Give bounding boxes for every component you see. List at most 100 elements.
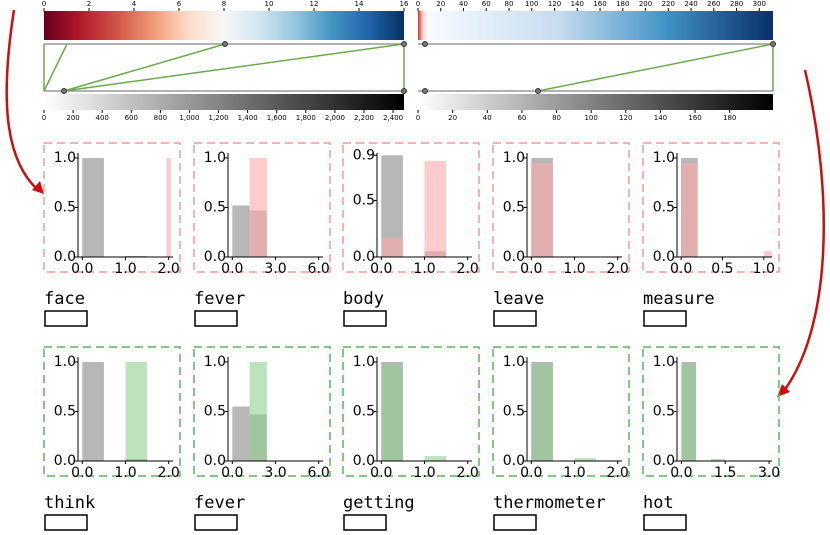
- word: body: [343, 289, 384, 309]
- text-input[interactable]: [493, 310, 537, 327]
- tick-label: 40: [459, 0, 468, 8]
- text-input[interactable]: [343, 514, 387, 531]
- y-tick-label: 0.5: [54, 199, 76, 215]
- x-tick-label: 0.0: [370, 261, 392, 277]
- word: getting: [343, 493, 415, 513]
- colored-bar: [249, 157, 267, 257]
- tick-label: 1,200: [209, 114, 229, 122]
- gray-bar: [232, 205, 250, 257]
- tick-label: 10: [265, 0, 274, 8]
- x-tick-label: 0.0: [520, 465, 542, 481]
- colored-bar: [763, 251, 772, 257]
- text-input[interactable]: [194, 514, 238, 531]
- tick-label: 0: [42, 0, 46, 8]
- word: hot: [643, 493, 674, 513]
- colorbar: [44, 11, 404, 40]
- colored-bar: [424, 456, 447, 461]
- tick-label: 140: [571, 0, 584, 8]
- colored-bar: [681, 364, 696, 461]
- panel-border: [492, 346, 630, 477]
- text-input[interactable]: [643, 310, 687, 327]
- x-tick-label: 2.0: [158, 261, 180, 277]
- panel-border: [193, 142, 331, 273]
- word: thermometer: [493, 493, 606, 513]
- tick-label: 2,400: [383, 114, 403, 122]
- x-tick-label: 0.0: [221, 261, 243, 277]
- x-tick-label: 2.0: [158, 465, 180, 481]
- y-tick-label: 1.0: [54, 354, 76, 370]
- text-input[interactable]: [44, 514, 88, 531]
- colored-bar: [125, 361, 148, 461]
- x-tick-label: 3.0: [264, 465, 286, 481]
- y-tick-label: 1.0: [54, 150, 76, 166]
- mapping-handles[interactable]: [61, 41, 776, 94]
- tick-label: 16: [400, 0, 409, 8]
- y-tick-label: 0.0: [503, 453, 525, 469]
- x-tick-label: 1.0: [413, 465, 435, 481]
- panel-border: [642, 142, 780, 273]
- arrow-head: [32, 181, 44, 194]
- tick-label: 180: [616, 0, 629, 8]
- word: face: [44, 289, 85, 309]
- y-tick-label: 0.5: [503, 199, 525, 215]
- colored-bar: [681, 162, 698, 257]
- y-tick-label: 0.0: [204, 249, 226, 265]
- tick-label: 120: [548, 0, 561, 8]
- panel-border: [492, 142, 630, 273]
- x-tick-label: 3.0: [264, 261, 286, 277]
- y-tick-label: 0.0: [353, 249, 375, 265]
- x-tick-label: 0.5: [711, 261, 733, 277]
- gray-bar: [82, 157, 104, 257]
- tick-label: 0: [416, 0, 420, 8]
- text-input[interactable]: [194, 310, 238, 327]
- y-tick-label: 0.0: [204, 453, 226, 469]
- x-tick-label: 0.0: [370, 465, 392, 481]
- panel-border: [342, 142, 480, 273]
- y-tick-label: 0.5: [353, 192, 375, 208]
- tick-label: 260: [707, 0, 720, 8]
- x-tick-label: 0.0: [71, 465, 93, 481]
- text-input[interactable]: [343, 310, 387, 327]
- tick-label: 60: [517, 114, 526, 122]
- gray-bar: [82, 361, 104, 461]
- tick-label: 800: [154, 114, 167, 122]
- y-tick-label: 1.0: [653, 150, 675, 166]
- x-tick-label: 6.0: [308, 261, 330, 277]
- y-tick-label: 0.5: [54, 403, 76, 419]
- y-tick-label: 1.0: [204, 354, 226, 370]
- colorbar: [418, 94, 773, 110]
- x-tick-label: 0.0: [670, 465, 692, 481]
- colored-bar: [249, 361, 267, 461]
- x-tick-label: 1.0: [413, 261, 435, 277]
- text-input[interactable]: [493, 514, 537, 531]
- arrows: [5, 9, 826, 393]
- tick-label: 120: [619, 114, 632, 122]
- colored-bar: [381, 237, 403, 257]
- x-tick-label: 2.0: [607, 261, 629, 277]
- panel-border: [43, 142, 181, 273]
- y-tick-label: 0.5: [204, 199, 226, 215]
- text-input[interactable]: [44, 310, 88, 327]
- word: measure: [643, 289, 715, 309]
- tick-label: 4: [132, 0, 137, 8]
- text-input[interactable]: [643, 514, 687, 531]
- tick-label: 80: [552, 114, 561, 122]
- gray-bar: [381, 155, 403, 257]
- tick-label: 6: [177, 0, 182, 8]
- tick-label: 240: [684, 0, 697, 8]
- panel-border: [342, 346, 480, 477]
- colored-bar: [166, 157, 171, 257]
- x-tick-label: 0.0: [71, 261, 93, 277]
- tick-label: 1,400: [238, 114, 258, 122]
- mapping-links: [43, 43, 774, 92]
- tick-label: 1,000: [179, 114, 199, 122]
- x-tick-label: 2.0: [607, 465, 629, 481]
- y-tick-label: 0.5: [653, 199, 675, 215]
- tick-label: 300: [753, 0, 766, 8]
- tick-label: 160: [593, 0, 606, 8]
- y-tick-label: 0.5: [204, 403, 226, 419]
- x-tick-label: 2.0: [457, 261, 479, 277]
- tick-label: 20: [436, 0, 445, 8]
- colored-bar: [424, 160, 447, 257]
